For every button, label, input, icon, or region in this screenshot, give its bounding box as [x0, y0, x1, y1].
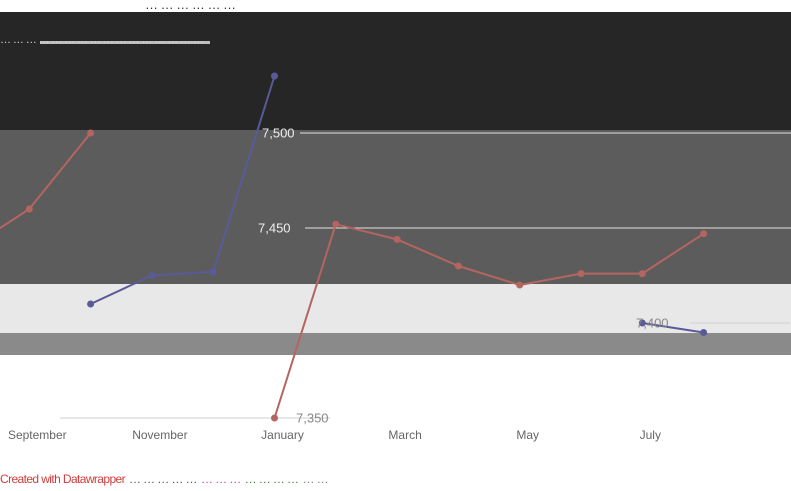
- title-underline: [40, 41, 210, 44]
- top-strip: [0, 0, 791, 12]
- series-line: [0, 132, 92, 230]
- chart-band-strip: [0, 333, 791, 355]
- x-tick-label: March: [388, 428, 422, 442]
- series-line: [90, 75, 276, 305]
- chart-subtitle: … … … … … … … … … … … … … … … …: [0, 34, 204, 46]
- footer-segment: … … …: [200, 472, 241, 486]
- y-tick-label: 7,350: [296, 410, 329, 426]
- y-tick-label: 7,500: [262, 125, 295, 141]
- chart-title: … … … … … …: [145, 0, 236, 11]
- footer-segment: … … … …: [244, 472, 299, 486]
- series-line: [642, 322, 704, 334]
- series-line: [273, 223, 705, 419]
- x-tick-label: September: [7, 428, 67, 442]
- x-tick-label: July: [639, 428, 661, 442]
- footer-segment: … … … … …: [129, 472, 198, 486]
- x-tick-label: January: [261, 428, 304, 442]
- y-tick-label: 7,450: [258, 220, 291, 236]
- chart-band-bottom: [0, 355, 791, 491]
- chart-footer: Created with Datawrapper… … … … …… … …… …: [0, 472, 791, 488]
- y-tick-label: 7,400: [636, 315, 669, 331]
- header-band: [0, 12, 791, 130]
- x-tick-label: November: [132, 428, 188, 442]
- x-tick-label: May: [516, 428, 540, 442]
- footer-credit: Created with Datawrapper: [0, 472, 126, 486]
- chart-band-dark: [0, 130, 791, 284]
- footer-segment: … …: [302, 472, 328, 486]
